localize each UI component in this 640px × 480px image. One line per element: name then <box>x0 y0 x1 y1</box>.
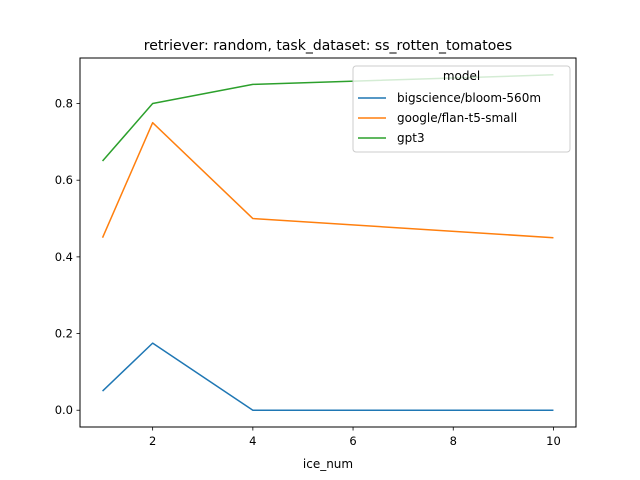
x-axis: 2 4 6 8 10 <box>149 427 561 448</box>
legend-label: gpt3 <box>397 131 425 145</box>
y-axis: 0.0 0.2 0.4 0.6 0.8 <box>55 97 80 417</box>
y-tick-label: 0.0 <box>55 403 73 417</box>
series-line-1 <box>101 121 554 239</box>
y-tick-label: 0.6 <box>55 173 73 187</box>
legend-entries: bigscience/bloom-560m google/flan-t5-smal… <box>358 91 541 145</box>
y-tick-label: 0.2 <box>55 327 73 341</box>
chart-title: retriever: random, task_dataset: ss_rott… <box>144 38 512 54</box>
x-tick-label: 8 <box>450 434 457 448</box>
legend-title: model <box>443 69 480 83</box>
x-tick-label: 6 <box>349 434 356 448</box>
y-tick-label: 0.4 <box>55 250 73 264</box>
x-tick-label: 4 <box>249 434 256 448</box>
legend-label: google/flan-t5-small <box>397 111 517 125</box>
legend-box <box>352 65 571 153</box>
legend-label: bigscience/bloom-560m <box>397 91 541 105</box>
legend: model bigscience/bloom-560m google/flan-t… <box>352 65 571 153</box>
x-tick-label: 10 <box>546 434 561 448</box>
plot-area-frame <box>79 57 577 428</box>
y-tick-label: 0.8 <box>55 97 73 111</box>
x-tick-label: 2 <box>149 434 156 448</box>
series-line-0 <box>102 342 554 411</box>
x-axis-label: ice_num <box>303 457 353 471</box>
